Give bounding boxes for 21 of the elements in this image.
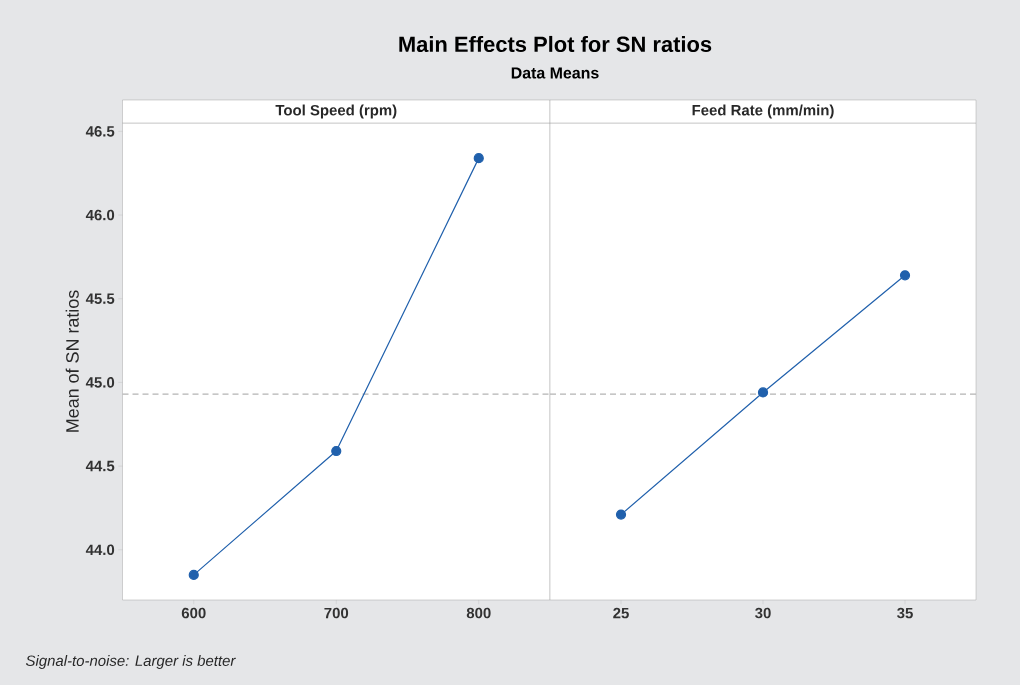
x-tick-label: 25 [613, 607, 629, 619]
x-tick-label: 800 [466, 607, 491, 619]
y-tick-label: 45.0 [85, 377, 115, 388]
x-tick-label: 30 [755, 607, 771, 619]
x-tick-label: 35 [897, 607, 913, 619]
y-tick-label: 44.0 [85, 544, 115, 556]
point [331, 445, 342, 457]
x-axis-title: Tool Speed (rpm) [275, 104, 397, 119]
chart-subtitle: Data Means [511, 67, 599, 79]
y-axis-title: Mean of SN ratios [65, 290, 79, 432]
text: Signal-to-noise: Larger is better [25, 655, 236, 669]
x-tick-label: 700 [324, 607, 349, 619]
x-axis-title: Feed Rate (mm/min) [692, 104, 834, 119]
y-tick-label: 44.5 [85, 460, 115, 472]
x-tick-label: 600 [181, 607, 206, 619]
y-tick-label: 46.0 [85, 209, 115, 221]
y-tick-label: 45.5 [85, 293, 115, 304]
chart-title: Main Effects Plot for SN ratios [399, 35, 712, 53]
y-tick-label: 46.5 [85, 126, 115, 137]
point [188, 569, 199, 580]
point [473, 153, 484, 164]
